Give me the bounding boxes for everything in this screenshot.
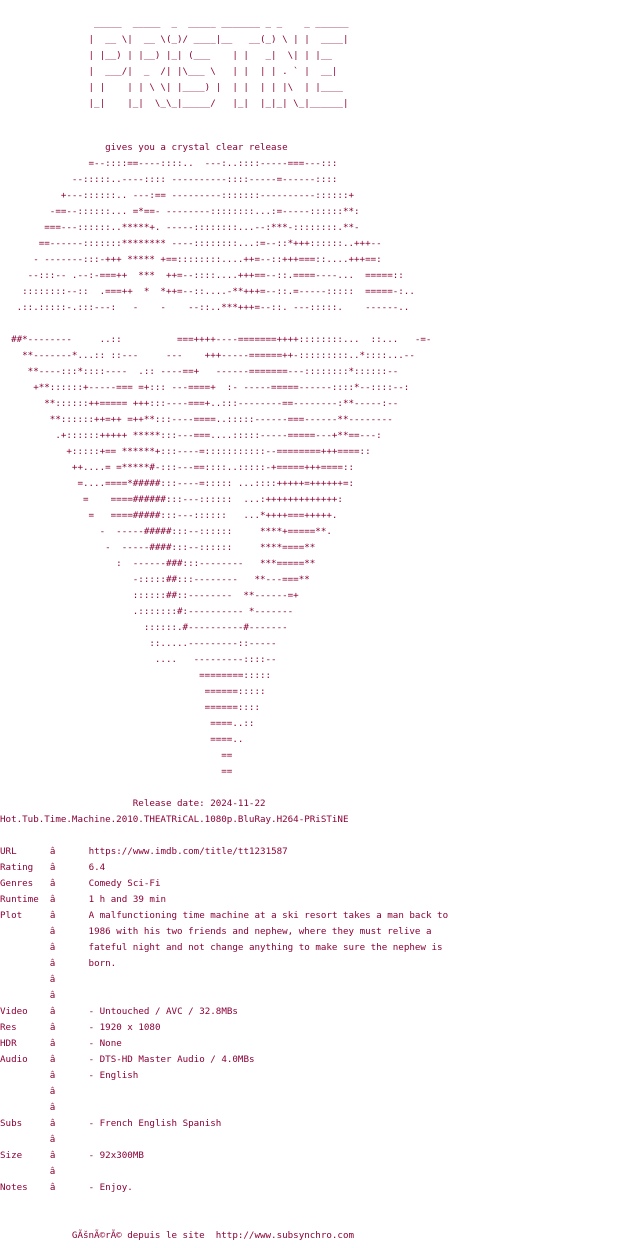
info-value: Comedy Sci-Fi <box>88 878 161 889</box>
info-key: Video <box>0 1006 28 1017</box>
info-key: Res <box>0 1022 17 1033</box>
info-row: URL â https://www.imdb.com/title/tt12315… <box>0 846 288 857</box>
info-row: â <box>0 1086 89 1097</box>
info-separator: â <box>49 942 56 953</box>
info-value: fateful night and not change anything to… <box>88 942 443 953</box>
info-key: Notes <box>0 1182 28 1193</box>
info-separator: â <box>49 862 56 873</box>
info-row: â <box>0 990 89 1001</box>
info-key: HDR <box>0 1038 17 1049</box>
info-key: Rating <box>0 862 34 873</box>
info-value: born. <box>88 958 117 969</box>
info-separator: â <box>49 1038 56 1049</box>
info-separator: â <box>49 1022 56 1033</box>
info-row: Size â - 92x300MB <box>0 1150 144 1161</box>
info-value: 6.4 <box>88 862 106 873</box>
info-value: A malfunctioning time machine at a ski r… <box>88 910 449 921</box>
info-row: HDR â - None <box>0 1038 122 1049</box>
info-table: URL â https://www.imdb.com/title/tt12315… <box>0 844 448 1196</box>
info-value: - Enjoy. <box>88 1182 133 1193</box>
tagline: gives you a crystal clear release <box>0 142 288 153</box>
info-value: - Untouched / AVC / 32.8MBs <box>88 1006 238 1017</box>
info-key: Subs <box>0 1118 23 1129</box>
info-value: - French English Spanish <box>88 1118 222 1129</box>
ascii-art-logo: =--::::==----::::.. ---:..::::-----===--… <box>11 158 432 777</box>
info-separator: â <box>49 926 56 937</box>
info-value: - DTS-HD Master Audio / 4.0MBs <box>88 1054 255 1065</box>
info-row: â <box>0 1134 89 1145</box>
info-separator: â <box>49 1182 56 1193</box>
info-key: Plot <box>0 910 23 921</box>
info-separator: â <box>49 1006 56 1017</box>
info-row: Subs â - French English Spanish <box>0 1118 221 1129</box>
info-row: Audio â - DTS-HD Master Audio / 4.0MBs <box>0 1054 255 1065</box>
info-row: â fateful night and not change anything … <box>0 942 443 953</box>
info-separator: â <box>49 1166 56 1177</box>
info-row: Runtime â 1 h and 39 min <box>0 894 166 905</box>
release-info: Release date: 2024-11-22 Hot.Tub.Time.Ma… <box>0 798 349 825</box>
info-separator: â <box>49 846 56 857</box>
info-row: â - English <box>0 1070 139 1081</box>
info-separator: â <box>49 974 56 985</box>
info-value: 1986 with his two friends and nephew, wh… <box>88 926 432 937</box>
info-row: â <box>0 1102 89 1113</box>
info-separator: â <box>49 1070 56 1081</box>
footer-credit: GÃšnÃ©rÃ© depuis le site http://www.subs… <box>0 1230 355 1241</box>
info-row: Notes â - Enjoy. <box>0 1182 133 1193</box>
info-key: Size <box>0 1150 23 1161</box>
info-key: Genres <box>0 878 34 889</box>
info-value: https://www.imdb.com/title/tt1231587 <box>88 846 288 857</box>
info-separator: â <box>49 958 56 969</box>
info-key: Audio <box>0 1054 28 1065</box>
info-separator: â <box>49 910 56 921</box>
info-row: Res â - 1920 x 1080 <box>0 1022 160 1033</box>
info-row: â born. <box>0 958 116 969</box>
info-row: Video â - Untouched / AVC / 32.8MBs <box>0 1006 238 1017</box>
info-separator: â <box>49 1102 56 1113</box>
info-row: â <box>0 1166 89 1177</box>
info-separator: â <box>49 1086 56 1097</box>
info-separator: â <box>49 1134 56 1145</box>
info-separator: â <box>49 1118 56 1129</box>
info-separator: â <box>49 1054 56 1065</box>
info-row: Plot â A malfunctioning time machine at … <box>0 910 448 921</box>
info-row: â <box>0 974 89 985</box>
info-separator: â <box>49 878 56 889</box>
info-key: Runtime <box>0 894 39 905</box>
info-row: Rating â 6.4 <box>0 862 105 873</box>
info-value: - English <box>88 1070 139 1081</box>
info-separator: â <box>49 990 56 1001</box>
info-value: - 1920 x 1080 <box>88 1022 161 1033</box>
info-row: â 1986 with his two friends and nephew, … <box>0 926 432 937</box>
info-separator: â <box>49 1150 56 1161</box>
info-key: URL <box>0 846 17 857</box>
info-value: 1 h and 39 min <box>88 894 167 905</box>
ascii-banner-pristine: _____ _____ _ _____ _______ _ _ _ ______… <box>88 18 349 109</box>
info-separator: â <box>49 894 56 905</box>
info-value: - 92x300MB <box>88 1150 144 1161</box>
info-row: Genres â Comedy Sci-Fi <box>0 878 160 889</box>
info-value: - None <box>88 1038 122 1049</box>
